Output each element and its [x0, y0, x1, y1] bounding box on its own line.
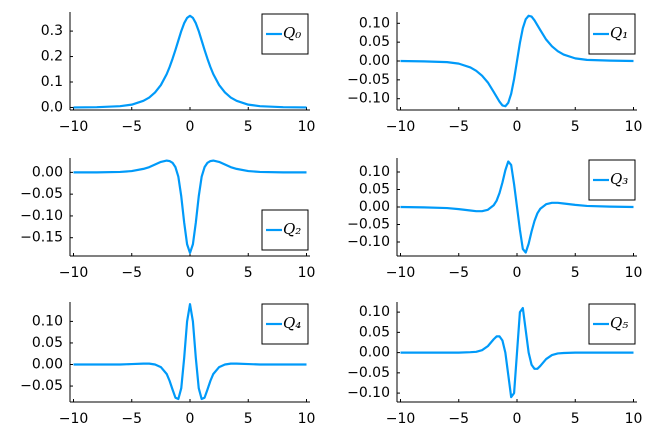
y-tick-label: −0.10 [20, 208, 63, 224]
x-tick-label: 0 [186, 265, 195, 281]
x-tick-label: −10 [386, 265, 416, 281]
y-tick-label: 0.1 [41, 74, 63, 90]
x-tick-label: 5 [571, 119, 580, 135]
x-tick-label: 10 [298, 119, 316, 135]
data-line [73, 14, 307, 109]
y-tick-label: −0.10 [347, 91, 390, 107]
x-tick-label: 5 [571, 411, 580, 427]
legend-label: Q₂ [283, 220, 301, 238]
x-tick-label: 0 [186, 119, 195, 135]
x-tick-label: −5 [448, 119, 469, 135]
y-tick-label: −0.05 [347, 365, 390, 381]
x-tick-label: 10 [298, 265, 316, 281]
y-tick-label: 0.0 [41, 99, 63, 115]
y-tick-label: 0.05 [359, 34, 390, 50]
legend-label: Q₄ [283, 314, 301, 332]
y-tick-label: 0.10 [359, 304, 390, 320]
data-line [400, 306, 634, 399]
y-tick-label: 0.2 [41, 49, 63, 65]
x-tick-label: −5 [121, 265, 142, 281]
x-tick-label: 0 [186, 411, 195, 427]
data-line [73, 159, 307, 255]
x-tick-label: 0 [513, 119, 522, 135]
y-tick-label: −0.05 [20, 378, 63, 394]
x-tick-label: −10 [59, 265, 89, 281]
data-line [73, 303, 307, 401]
y-tick-label: 0.00 [32, 164, 63, 180]
y-tick-label: −0.05 [347, 72, 390, 88]
x-tick-label: 10 [298, 411, 316, 427]
y-tick-label: −0.15 [20, 230, 63, 246]
x-tick-label: 5 [244, 119, 253, 135]
data-line [400, 160, 634, 254]
x-tick-label: −5 [448, 411, 469, 427]
x-tick-label: −5 [121, 411, 142, 427]
y-tick-label: −0.10 [347, 385, 390, 401]
y-tick-label: −0.05 [347, 217, 390, 233]
y-tick-label: 0.10 [32, 313, 63, 329]
y-tick-label: 0.00 [359, 199, 390, 215]
x-tick-label: 0 [513, 265, 522, 281]
y-tick-label: 0.00 [359, 345, 390, 361]
x-tick-label: −10 [59, 119, 89, 135]
x-tick-label: −10 [59, 411, 89, 427]
x-tick-label: 5 [244, 265, 253, 281]
y-tick-label: 0.00 [32, 357, 63, 373]
y-tick-label: 0.00 [359, 53, 390, 69]
x-tick-label: 5 [571, 265, 580, 281]
y-tick-label: −0.10 [347, 234, 390, 250]
y-tick-label: 0.10 [359, 15, 390, 31]
x-tick-label: −5 [121, 119, 142, 135]
legend-label: Q₅ [610, 314, 628, 332]
y-tick-label: 0.05 [32, 335, 63, 351]
x-tick-label: −10 [386, 411, 416, 427]
y-tick-label: 0.10 [359, 164, 390, 180]
x-tick-label: −10 [386, 119, 416, 135]
x-tick-label: 10 [625, 119, 643, 135]
x-tick-label: −5 [448, 265, 469, 281]
x-tick-label: 10 [625, 265, 643, 281]
x-tick-label: 5 [244, 411, 253, 427]
data-line [400, 14, 634, 108]
y-tick-label: 0.05 [359, 324, 390, 340]
legend-label: Q₁ [610, 24, 628, 42]
x-tick-label: 10 [625, 411, 643, 427]
x-tick-label: 0 [513, 411, 522, 427]
y-tick-label: −0.05 [20, 186, 63, 202]
legend-label: Q₃ [610, 170, 628, 188]
y-tick-label: 0.3 [41, 23, 63, 39]
legend-label: Q₀ [283, 24, 301, 42]
y-tick-label: 0.05 [359, 182, 390, 198]
